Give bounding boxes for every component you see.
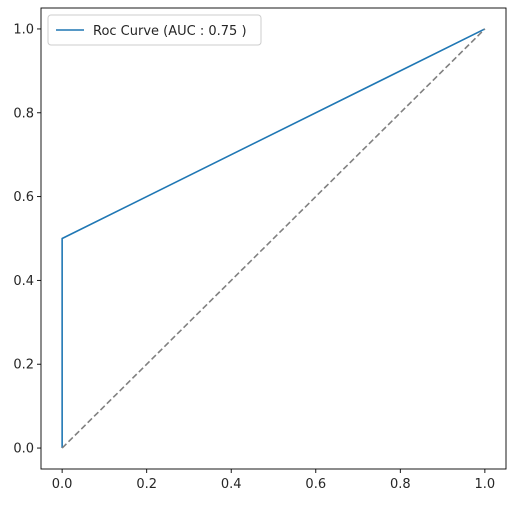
- chance-diagonal-line: [61, 28, 486, 449]
- y-tick-label: 0.8: [13, 106, 34, 121]
- x-tick-label: 0.2: [136, 477, 157, 492]
- x-tick-label: 1.0: [475, 477, 496, 492]
- legend-box: [47, 14, 262, 46]
- y-axis-ticks: 0.0 0.2 0.4 0.6 0.8 1.0: [13, 22, 41, 457]
- legend: Roc Curve (AUC : 0.75 ): [47, 14, 262, 46]
- y-tick-label: 0.6: [13, 190, 34, 205]
- legend-label-roc: Roc Curve (AUC : 0.75 ): [93, 24, 247, 39]
- series-layer: [61, 28, 486, 449]
- y-tick-label: 1.0: [13, 22, 34, 37]
- roc-curve-line: [61, 28, 486, 449]
- y-tick-label: 0.0: [13, 442, 34, 457]
- y-tick-label: 0.2: [13, 358, 34, 373]
- x-tick-label: 0.6: [305, 477, 326, 492]
- y-tick-label: 0.4: [13, 274, 34, 289]
- x-tick-label: 0.0: [52, 477, 73, 492]
- x-tick-label: 0.4: [221, 477, 242, 492]
- x-tick-label: 0.8: [390, 477, 411, 492]
- x-axis-ticks: 0.0 0.2 0.4 0.6 0.8 1.0: [52, 469, 495, 492]
